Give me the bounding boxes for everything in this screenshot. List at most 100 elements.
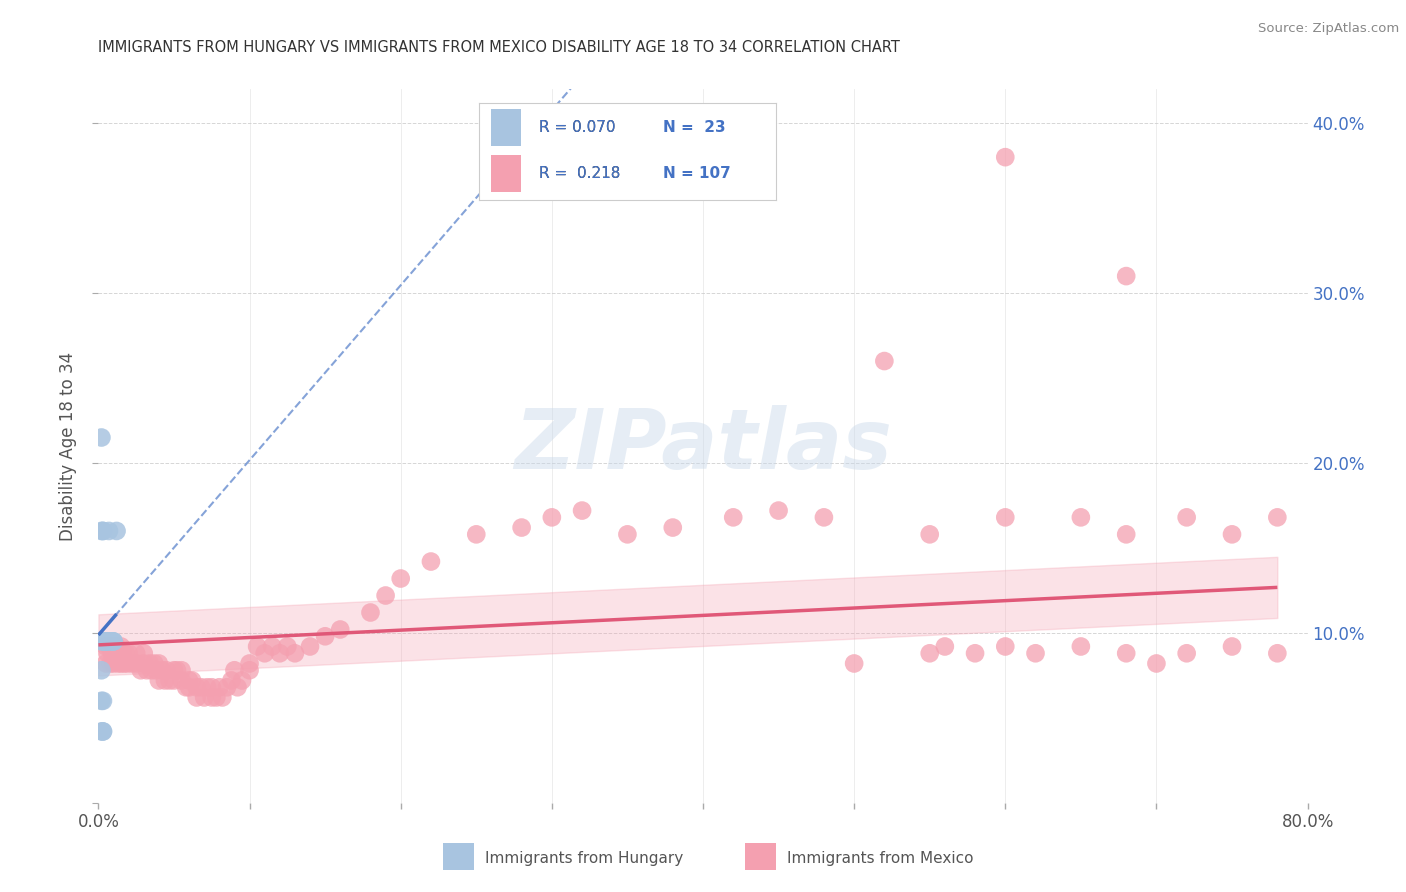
Point — [1220, 640, 1243, 654]
Point — [115, 657, 138, 671]
Point — [205, 690, 228, 705]
Point — [100, 640, 122, 654]
Point — [90, 634, 112, 648]
Point — [91, 524, 114, 538]
Point — [374, 589, 396, 603]
Point — [90, 694, 112, 708]
Point — [91, 524, 114, 538]
Point — [1267, 510, 1289, 524]
Point — [103, 657, 125, 671]
Point — [186, 680, 208, 694]
Point — [193, 690, 215, 705]
Point — [844, 657, 866, 671]
Point — [246, 640, 269, 654]
Point — [226, 680, 249, 694]
Point — [873, 354, 896, 368]
Point — [723, 510, 745, 524]
Point — [965, 646, 987, 660]
Point — [179, 680, 201, 694]
Point — [329, 623, 352, 637]
Point — [98, 640, 121, 654]
Point — [768, 503, 790, 517]
Point — [91, 724, 114, 739]
Point — [239, 663, 262, 677]
Text: ZIPatlas: ZIPatlas — [515, 406, 891, 486]
Point — [1070, 510, 1092, 524]
Point — [186, 690, 208, 705]
Point — [934, 640, 956, 654]
Point — [110, 640, 132, 654]
Point — [221, 673, 243, 688]
Point — [276, 640, 298, 654]
Point — [181, 673, 204, 688]
Point — [1267, 646, 1289, 660]
Point — [107, 657, 129, 671]
Point — [994, 150, 1017, 164]
Point — [616, 527, 638, 541]
Point — [90, 663, 112, 677]
Point — [269, 646, 291, 660]
Point — [114, 646, 136, 660]
Point — [211, 690, 233, 705]
Point — [201, 690, 224, 705]
Point — [105, 524, 128, 538]
Point — [148, 673, 170, 688]
Point — [91, 634, 114, 648]
Point — [96, 634, 118, 648]
Point — [125, 646, 148, 660]
Point — [132, 646, 155, 660]
Point — [465, 527, 488, 541]
Point — [90, 430, 112, 444]
Point — [166, 663, 188, 677]
Point — [420, 555, 443, 569]
Point — [103, 634, 125, 648]
Point — [148, 657, 170, 671]
Point — [284, 646, 307, 660]
Point — [239, 657, 262, 671]
Point — [813, 510, 835, 524]
Point — [1144, 657, 1167, 671]
Point — [1175, 510, 1198, 524]
Point — [174, 680, 197, 694]
Point — [389, 572, 412, 586]
Point — [145, 663, 167, 677]
Point — [129, 663, 152, 677]
Point — [918, 527, 941, 541]
Point — [94, 657, 117, 671]
Text: Immigrants from Mexico: Immigrants from Mexico — [787, 851, 974, 865]
Point — [1115, 269, 1137, 284]
Point — [90, 524, 112, 538]
Y-axis label: Disability Age 18 to 34: Disability Age 18 to 34 — [59, 351, 77, 541]
Point — [108, 646, 131, 660]
Point — [661, 520, 683, 534]
Point — [135, 663, 157, 677]
Point — [103, 640, 125, 654]
Point — [208, 680, 231, 694]
Point — [112, 657, 135, 671]
Point — [125, 657, 148, 671]
Point — [994, 510, 1017, 524]
Point — [190, 680, 212, 694]
Point — [94, 640, 117, 654]
Point — [994, 640, 1017, 654]
Point — [94, 634, 117, 648]
Point — [195, 680, 218, 694]
Point — [163, 663, 186, 677]
Point — [139, 657, 162, 671]
Point — [93, 634, 115, 648]
Point — [540, 510, 562, 524]
Point — [90, 724, 112, 739]
Point — [94, 634, 117, 648]
Point — [101, 646, 124, 660]
Point — [155, 663, 177, 677]
Point — [96, 646, 118, 660]
Text: IMMIGRANTS FROM HUNGARY VS IMMIGRANTS FROM MEXICO DISABILITY AGE 18 TO 34 CORREL: IMMIGRANTS FROM HUNGARY VS IMMIGRANTS FR… — [98, 40, 900, 55]
Point — [231, 673, 253, 688]
Text: Immigrants from Hungary: Immigrants from Hungary — [485, 851, 683, 865]
Point — [118, 646, 141, 660]
Point — [1220, 527, 1243, 541]
Point — [159, 673, 181, 688]
Point — [1175, 646, 1198, 660]
Point — [170, 663, 193, 677]
Point — [111, 646, 134, 660]
